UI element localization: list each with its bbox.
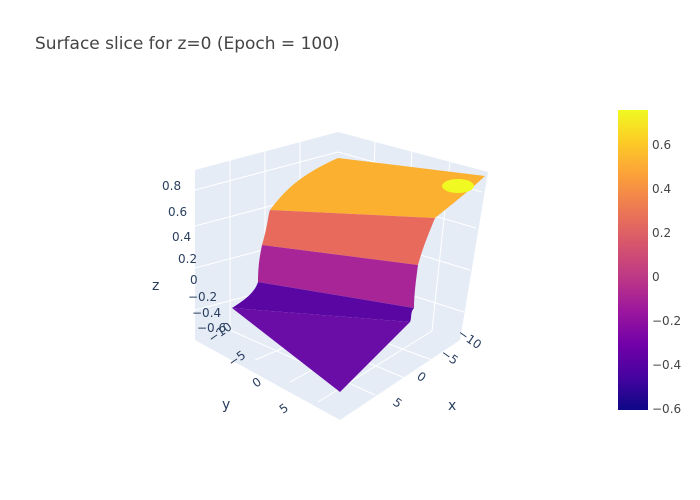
x-axis-label: x <box>448 398 456 414</box>
surface-lower-slope <box>232 282 414 322</box>
z-tick-label: 0.4 <box>172 230 191 244</box>
z-tick-label: 0.2 <box>178 252 197 266</box>
y-tick-label: 5 <box>277 401 291 417</box>
z-tick-label: −0.4 <box>192 306 221 320</box>
z-axis-label: z <box>152 278 159 294</box>
colorbar-tick-label: −0.4 <box>652 358 681 372</box>
surface-high-region <box>270 158 485 218</box>
z-tick-label: 0.8 <box>162 179 181 193</box>
chart-title: Surface slice for z=0 (Epoch = 100) <box>35 34 340 54</box>
colorbar-tick-label: 0 <box>652 270 660 284</box>
colorbar-tick-label: −0.2 <box>652 314 681 328</box>
surface[interactable] <box>232 158 485 392</box>
colorbar-tick-label: 0.2 <box>652 226 671 240</box>
surface-low-floor <box>232 308 410 392</box>
surface-peak-highlight <box>442 179 474 193</box>
z-tick-label: −0.6 <box>197 321 226 335</box>
z-tick-label: −0.2 <box>188 290 217 304</box>
x-tick-label: 0 <box>414 369 428 385</box>
z-tick-label: 0 <box>190 273 198 287</box>
colorbar-tick-label: 0.6 <box>652 138 671 152</box>
z-axis-ticks: 0.8 0.6 0.4 0.2 0 −0.2 −0.4 −0.6 <box>162 179 226 335</box>
colorbar-tick-label: −0.6 <box>652 402 681 416</box>
z-tick-label: 0.6 <box>168 205 187 219</box>
colorbar-ticks: 0.6 0.4 0.2 0 −0.2 −0.4 −0.6 <box>652 138 681 416</box>
surface-upper-slope <box>262 210 435 265</box>
y-tick-label: 0 <box>250 375 264 391</box>
colorbar <box>618 110 648 410</box>
surface-mid-slope <box>258 245 418 308</box>
x-tick-label: −10 <box>455 326 484 352</box>
colorbar-tick-label: 0.4 <box>652 182 671 196</box>
x-tick-label: 5 <box>390 395 404 411</box>
y-axis-label: y <box>222 397 230 413</box>
